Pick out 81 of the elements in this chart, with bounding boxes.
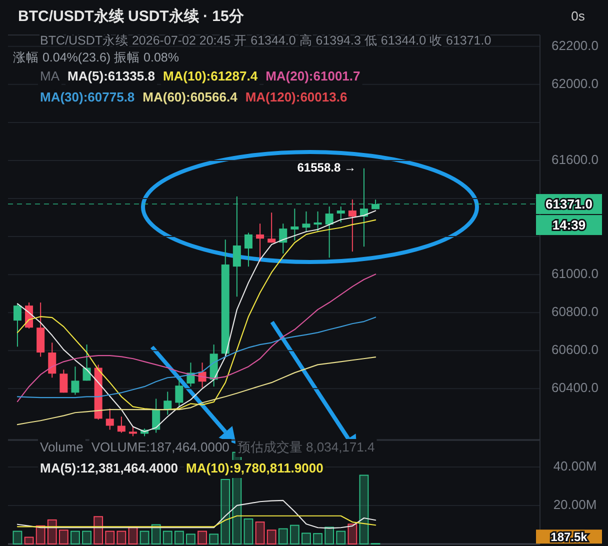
line-series xyxy=(16,316,376,398)
bar xyxy=(94,516,104,544)
y-tick-label: 61600.0 xyxy=(552,152,598,167)
y-tick-label: 61000.0 xyxy=(552,266,598,282)
bar xyxy=(198,530,207,544)
bar xyxy=(359,474,369,544)
bar xyxy=(116,530,126,544)
bar xyxy=(255,522,265,544)
bar xyxy=(266,530,276,544)
candlestick xyxy=(48,342,56,378)
bar xyxy=(58,530,68,544)
bar xyxy=(220,478,230,544)
candlestick xyxy=(336,206,345,223)
bar xyxy=(336,530,346,544)
text: MA(20):61001.7 xyxy=(266,68,360,84)
text: MA(10):9,780,811.9000 xyxy=(186,460,324,476)
candlestick xyxy=(244,232,252,268)
bar xyxy=(324,526,334,544)
bar xyxy=(209,534,219,544)
bar xyxy=(105,530,115,544)
candlestick xyxy=(314,210,322,232)
chart-title: Volume xyxy=(40,439,84,454)
y-tick-label: 20.00M xyxy=(553,496,597,512)
candlestick xyxy=(325,206,334,258)
candlestick xyxy=(279,223,288,254)
legend-title: MA xyxy=(40,68,60,84)
bar xyxy=(278,528,288,544)
text: 0s xyxy=(571,8,586,24)
ref-line-label: 61371.0 xyxy=(546,196,592,212)
text: MA(30):60775.8 xyxy=(40,89,135,104)
bar xyxy=(12,530,22,544)
bar xyxy=(47,519,57,544)
text: MA(10):61287.4 xyxy=(162,68,258,84)
text: 187.5k xyxy=(550,530,588,544)
candlestick xyxy=(175,378,184,408)
annotation: 涨幅 0.04%(23.6) 振幅 0.08% xyxy=(13,50,179,64)
bar xyxy=(244,518,254,544)
bar xyxy=(162,530,172,544)
candlestick xyxy=(71,366,80,396)
y-tick-label: 60400.0 xyxy=(552,380,598,396)
annotation: 61558.8 → xyxy=(297,160,356,174)
bar xyxy=(70,530,80,544)
candlestick xyxy=(290,208,299,242)
bar xyxy=(174,530,184,544)
legend-label: MA(120):60013.6 xyxy=(245,89,348,104)
candlestick xyxy=(60,369,68,394)
candlestick xyxy=(256,223,264,262)
chart-subtitle: BTC/USDT永续 2026-07-02 20:45 开 61344.0 高 61394.3 低 61344.0 收 61371.0 xyxy=(40,32,492,48)
text: MA(5):12,381,464.4000 xyxy=(40,460,178,476)
text: MA(60):60566.4 xyxy=(142,89,238,104)
candlestick xyxy=(268,212,276,244)
y-tick-label: 62200.0 xyxy=(552,38,598,53)
bar xyxy=(302,532,311,544)
text: MA(5):61335.8 xyxy=(68,68,155,84)
line-series xyxy=(16,274,376,402)
candlestick xyxy=(164,391,172,416)
candlestick xyxy=(128,426,137,437)
annotation: VOLUME:187,464.0000 xyxy=(91,439,230,454)
bar xyxy=(82,530,92,544)
bar xyxy=(186,534,196,544)
y-tick-label: 62000.0 xyxy=(552,76,598,91)
candlestick xyxy=(82,344,91,382)
bar xyxy=(348,524,358,544)
candlestick xyxy=(106,408,114,430)
bar xyxy=(313,533,322,544)
chart-title: BTC/USDT永续 USDT永续 · 15分 xyxy=(18,6,245,25)
candlestick xyxy=(348,198,356,252)
y-tick-label: 60600.0 xyxy=(552,342,598,358)
candlestick xyxy=(13,303,22,348)
y-tick-label: 60800.0 xyxy=(552,304,598,320)
candlestick xyxy=(117,416,126,434)
text: 14:39 xyxy=(552,217,586,232)
candlestick xyxy=(152,398,160,434)
line-series xyxy=(16,515,376,528)
bar xyxy=(140,530,150,544)
annotation: 预估成交量 8,034,171.4 xyxy=(237,439,375,454)
y-tick-label: 40.00M xyxy=(553,458,597,474)
line-series xyxy=(16,500,376,529)
candlestick xyxy=(302,210,310,232)
bar xyxy=(24,536,34,544)
bar xyxy=(290,524,300,544)
